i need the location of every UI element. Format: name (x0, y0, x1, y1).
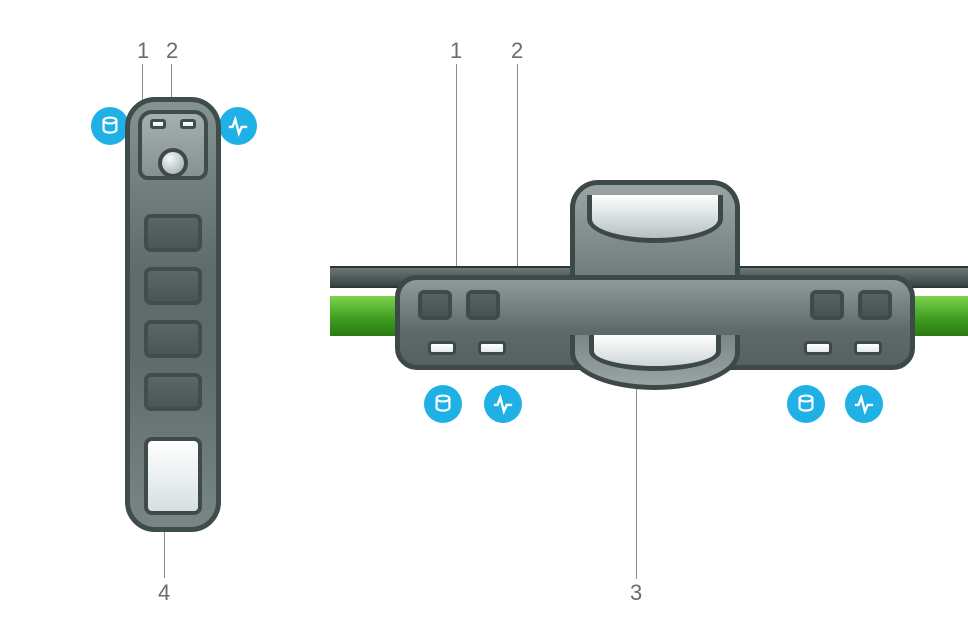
indicator-led (478, 341, 506, 355)
indicator-led (804, 341, 832, 355)
callout-left-4: 4 (158, 580, 170, 606)
thumb-grip (570, 335, 740, 390)
activity-icon (219, 107, 257, 145)
indicator-led-1 (150, 119, 166, 129)
vent-slot (144, 267, 202, 305)
indicator-led (854, 341, 882, 355)
handle-cutout (587, 195, 723, 243)
indicator-led (428, 341, 456, 355)
led-pair-right (804, 341, 882, 355)
led-pair-left (428, 341, 506, 355)
callout-left-2: 2 (166, 38, 178, 64)
drive-icon (424, 385, 462, 423)
top-cap (138, 110, 208, 180)
dark-slot (418, 290, 452, 320)
diagram-stage: 1 2 4 1 2 3 (0, 0, 968, 618)
callout-right-1: 1 (450, 38, 462, 64)
label-pad (144, 437, 202, 515)
vent-slot (144, 214, 202, 252)
slot-pair-right (810, 290, 892, 320)
indicator-led-2 (180, 119, 196, 129)
vent-slot-stack (144, 214, 202, 411)
slot-pair-left (418, 290, 500, 320)
callout-right-3: 3 (630, 580, 642, 606)
thumb-grip-inner (589, 335, 721, 371)
dark-slot (466, 290, 500, 320)
callout-left-1: 1 (137, 38, 149, 64)
vent-slot (144, 373, 202, 411)
handle-tab (570, 180, 740, 280)
activity-icon (845, 385, 883, 423)
activity-icon (484, 385, 522, 423)
vent-slot (144, 320, 202, 358)
drive-icon (91, 107, 129, 145)
dark-slot (810, 290, 844, 320)
callout-right-2: 2 (511, 38, 523, 64)
release-button (158, 148, 188, 178)
dark-slot (858, 290, 892, 320)
vertical-drive-carrier (125, 97, 221, 532)
drive-icon (787, 385, 825, 423)
